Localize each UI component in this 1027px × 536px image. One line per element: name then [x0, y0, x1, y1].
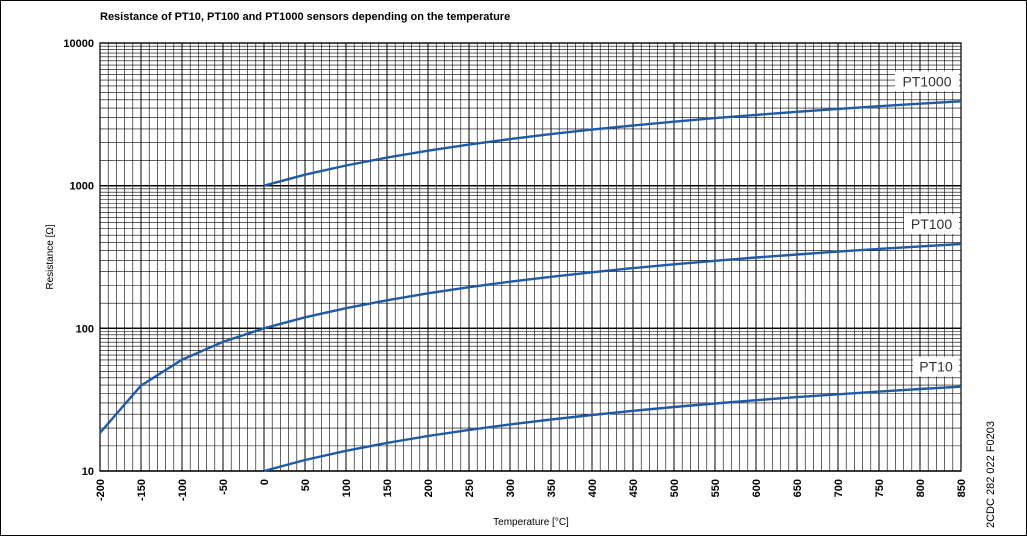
series-line-pt10 [263, 385, 962, 473]
series-label-bg [895, 71, 959, 92]
plot-border [99, 42, 962, 472]
series-label-pt100: PT100 [911, 216, 952, 232]
x-tick-label: 350 [546, 479, 558, 497]
series-line-pt1000 [263, 100, 962, 187]
x-tick-label: 500 [669, 479, 681, 497]
series-lines [99, 100, 962, 473]
x-tick-label: 700 [833, 479, 845, 497]
x-tick-label: 850 [956, 479, 968, 497]
x-tick-label: 250 [464, 479, 476, 497]
x-tick-label: 50 [300, 479, 312, 491]
tick-labels: 10 100 1000 10000 -200 -150 -100 -50 0 50 100 150 20… [63, 38, 968, 501]
x-tick-label: 800 [915, 479, 927, 497]
x-tick-label: -100 [177, 479, 189, 501]
series-label-bg [904, 213, 959, 234]
y-tick-label: 100 [76, 323, 94, 335]
x-tick-label: 300 [505, 479, 517, 497]
x-tick-label: 600 [751, 479, 763, 497]
x-tick-label: 400 [587, 479, 599, 497]
x-tick-label: -200 [95, 479, 107, 501]
y-axis-label: Resistance [Ω] [45, 224, 56, 290]
chart-title: Resistance of PT10, PT100 and PT1000 sen… [100, 11, 511, 23]
x-tick-label: 550 [710, 479, 722, 497]
x-tick-label: 200 [423, 479, 435, 497]
series-labels: PT1000 PT100 PT10 [895, 71, 959, 377]
series-label-pt1000: PT1000 [902, 73, 951, 89]
grid [99, 42, 962, 472]
x-tick-label: -50 [218, 479, 230, 495]
x-tick-label: 100 [341, 479, 353, 497]
y-tick-label: 1000 [70, 181, 94, 193]
x-tick-label: 0 [259, 479, 271, 485]
y-tick-label: 10000 [63, 38, 94, 50]
y-tick-label: 10 [82, 466, 94, 478]
x-tick-label: 450 [628, 479, 640, 497]
series-line-pt100 [99, 242, 962, 434]
x-tick-label: 150 [382, 479, 394, 497]
x-axis-label: Temperature [°C] [493, 517, 569, 528]
series-label-bg [913, 356, 959, 377]
x-tick-label: 750 [874, 479, 886, 497]
document-code: 2CDC 282 022 F0203 [985, 421, 997, 528]
x-tick-label: 650 [792, 479, 804, 497]
series-label-pt10: PT10 [919, 359, 953, 375]
x-tick-label: -150 [136, 479, 148, 501]
